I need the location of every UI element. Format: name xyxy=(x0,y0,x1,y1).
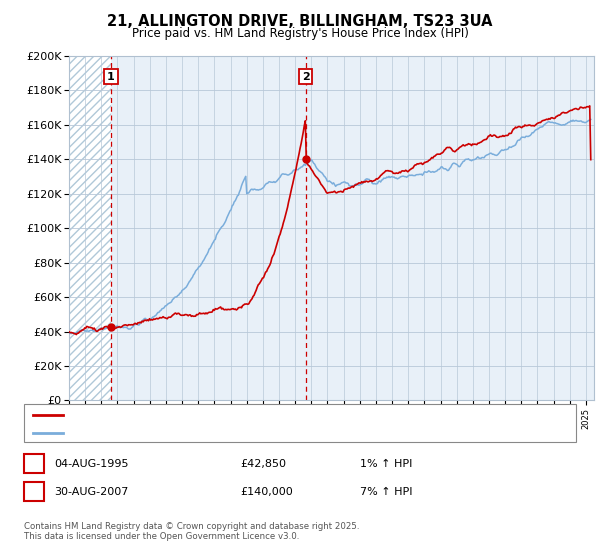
Text: 2: 2 xyxy=(30,487,38,497)
Text: 1% ↑ HPI: 1% ↑ HPI xyxy=(360,459,412,469)
Text: 1: 1 xyxy=(30,459,38,469)
Text: £42,850: £42,850 xyxy=(240,459,286,469)
Text: 21, ALLINGTON DRIVE, BILLINGHAM, TS23 3UA: 21, ALLINGTON DRIVE, BILLINGHAM, TS23 3U… xyxy=(107,14,493,29)
Text: £140,000: £140,000 xyxy=(240,487,293,497)
Text: 2: 2 xyxy=(302,72,310,82)
Text: 7% ↑ HPI: 7% ↑ HPI xyxy=(360,487,413,497)
Text: 04-AUG-1995: 04-AUG-1995 xyxy=(55,459,129,469)
Text: 1: 1 xyxy=(107,72,115,82)
Text: HPI: Average price, semi-detached house, Stockton-on-Tees: HPI: Average price, semi-detached house,… xyxy=(69,428,359,438)
Text: 21, ALLINGTON DRIVE, BILLINGHAM, TS23 3UA (semi-detached house): 21, ALLINGTON DRIVE, BILLINGHAM, TS23 3U… xyxy=(69,410,413,420)
Text: 30-AUG-2007: 30-AUG-2007 xyxy=(55,487,129,497)
Text: Price paid vs. HM Land Registry's House Price Index (HPI): Price paid vs. HM Land Registry's House … xyxy=(131,27,469,40)
Text: Contains HM Land Registry data © Crown copyright and database right 2025.
This d: Contains HM Land Registry data © Crown c… xyxy=(24,522,359,542)
